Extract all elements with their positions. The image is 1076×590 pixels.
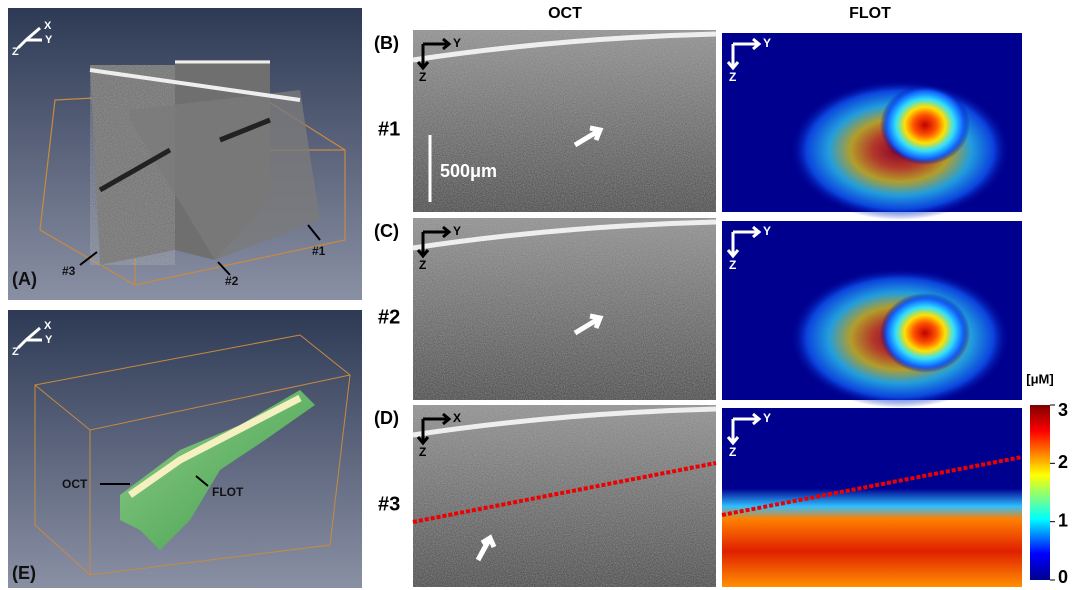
slice-label: #3 bbox=[62, 264, 76, 278]
axis-label: Z bbox=[729, 258, 736, 272]
axis-label: Z bbox=[419, 258, 426, 272]
axis-label: Y bbox=[763, 36, 771, 50]
panel-label: (B) bbox=[374, 33, 399, 53]
axis-label: Y bbox=[763, 224, 771, 238]
panel-label: (D) bbox=[374, 408, 399, 428]
row-label: #1 bbox=[378, 118, 400, 140]
axis-label: Y bbox=[453, 36, 461, 50]
axis-label: Z bbox=[729, 70, 736, 84]
axis-label: Z bbox=[729, 445, 736, 459]
axis-label: X bbox=[453, 411, 461, 425]
axis-label: X bbox=[44, 20, 52, 32]
colorbar bbox=[1030, 405, 1050, 580]
axis-label: Z bbox=[12, 46, 19, 58]
panel-label: (A) bbox=[12, 269, 37, 289]
images bbox=[413, 30, 1022, 587]
colorbar-unit: [μM] bbox=[1026, 371, 1053, 386]
flot-blob bbox=[880, 85, 970, 165]
panel-label: (C) bbox=[374, 221, 399, 241]
slice-label: #2 bbox=[225, 274, 239, 288]
column-header: FLOT bbox=[849, 5, 891, 22]
axis-label: Z bbox=[12, 346, 19, 358]
row-label: #2 bbox=[378, 306, 400, 328]
axis-label: Y bbox=[763, 411, 771, 425]
oct-noise bbox=[413, 30, 716, 212]
axis-label: X bbox=[44, 320, 52, 332]
column-header: OCT bbox=[548, 5, 582, 22]
flot-blob bbox=[880, 293, 970, 373]
axis-label: Z bbox=[419, 445, 426, 459]
page: {"column_headers": ["OCT", "FLOT"], "pan… bbox=[0, 0, 1076, 590]
colorbar-tick-label: 1 bbox=[1058, 510, 1068, 530]
colorbar-tick-label: 3 bbox=[1058, 400, 1068, 420]
panel-label: (E) bbox=[12, 563, 36, 583]
colorbar-tick-label: 2 bbox=[1058, 452, 1068, 472]
oct-noise bbox=[413, 218, 716, 400]
slice-label: #1 bbox=[312, 244, 326, 258]
flot-image bbox=[722, 408, 1022, 587]
figure: XYZXYZYZYZYZYZXZYZ OCT FLOT (A) #1 #2 #3… bbox=[0, 0, 1076, 590]
colorbar-tick-label: 0 bbox=[1058, 567, 1068, 587]
axis-label: Z bbox=[419, 70, 426, 84]
callout: FLOT bbox=[212, 485, 244, 499]
axis-label: Y bbox=[45, 334, 53, 346]
axis-label: Y bbox=[45, 34, 53, 46]
callout: OCT bbox=[62, 477, 88, 491]
scale-bar-label: 500μm bbox=[440, 161, 497, 181]
row-label: #3 bbox=[378, 493, 400, 515]
axis-label: Y bbox=[453, 224, 461, 238]
oct-noise bbox=[413, 405, 716, 587]
